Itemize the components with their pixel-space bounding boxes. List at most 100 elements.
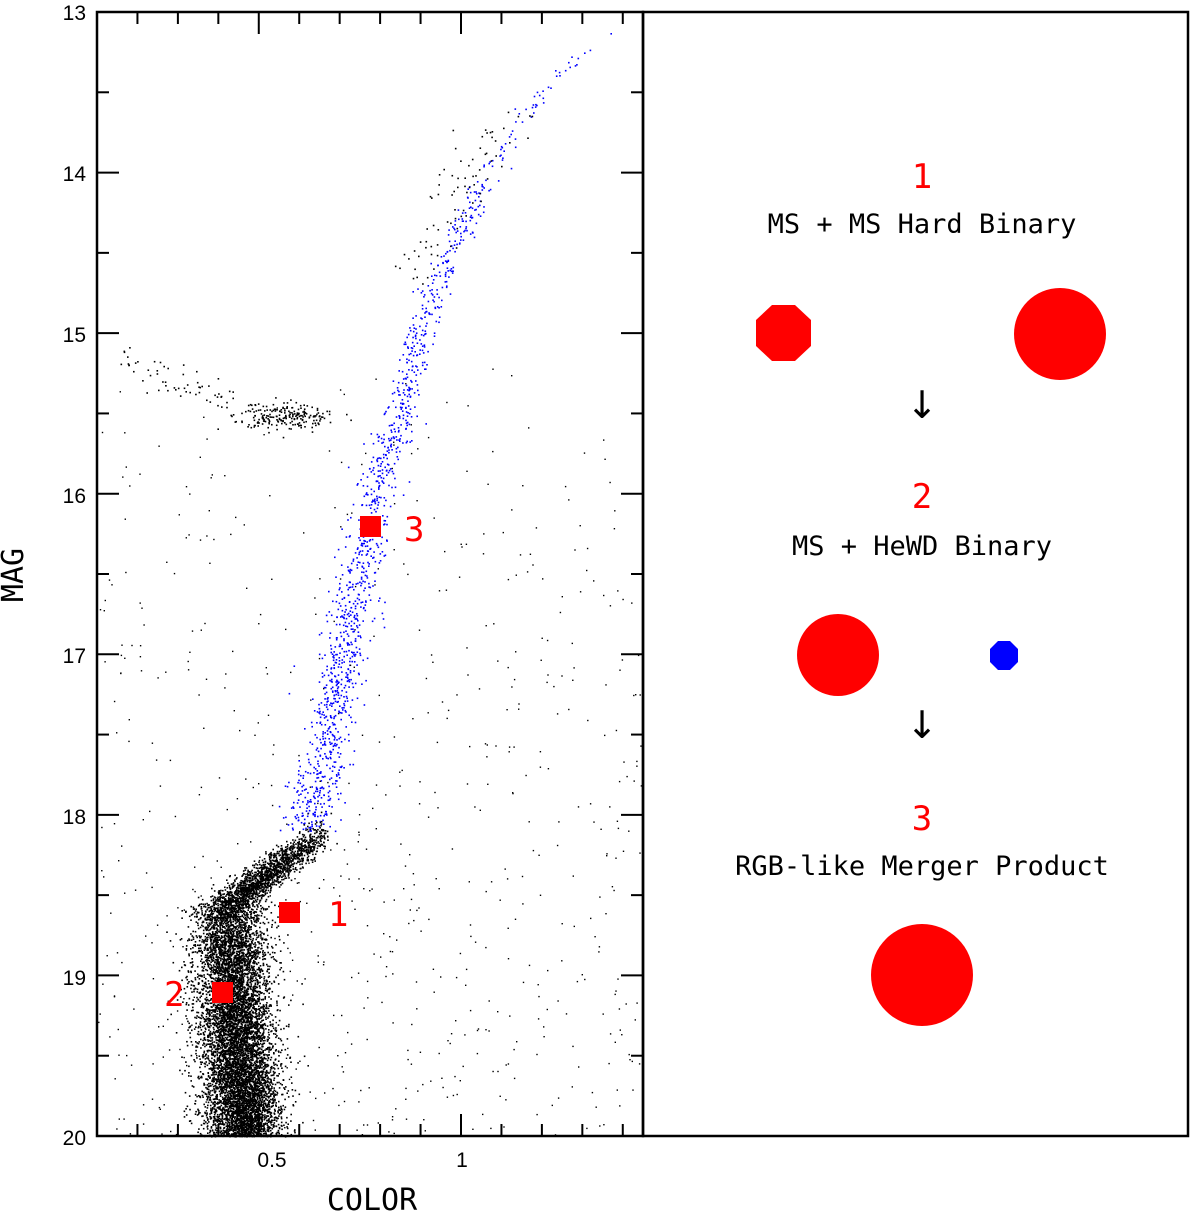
star-point: [206, 1128, 209, 1130]
star-point: [425, 325, 427, 327]
star-point: [377, 501, 380, 504]
star-point: [347, 466, 350, 469]
star-point: [203, 1042, 205, 1044]
star-point: [358, 594, 360, 596]
star-point: [406, 440, 408, 443]
star-point: [259, 1117, 261, 1119]
star-point: [383, 456, 385, 459]
star-point: [419, 353, 421, 355]
star-point: [250, 1066, 253, 1069]
star-point: [229, 920, 231, 923]
star-point: [267, 1121, 270, 1123]
star-point: [215, 1016, 218, 1018]
star-point: [213, 953, 216, 955]
star-point: [221, 958, 224, 960]
star-point: [214, 941, 216, 943]
star-point: [378, 482, 380, 484]
star-point: [222, 1030, 224, 1032]
star-point: [363, 495, 366, 498]
star-point: [261, 944, 263, 947]
star-point: [237, 1029, 239, 1032]
star-point: [320, 797, 323, 799]
star-point: [460, 235, 462, 238]
star-point: [213, 890, 216, 892]
star-point: [331, 690, 334, 692]
star-point: [288, 853, 290, 856]
star-point: [241, 1047, 244, 1050]
star-point: [381, 461, 384, 463]
star-point: [249, 895, 251, 898]
star-point: [336, 653, 338, 656]
star-point: [446, 285, 448, 287]
star-point: [255, 938, 257, 941]
star-point: [350, 628, 353, 630]
star-point: [555, 70, 557, 72]
star-point: [239, 1095, 241, 1098]
star-point: [424, 333, 426, 336]
star-point: [275, 856, 278, 859]
star-point: [269, 1108, 271, 1110]
star-point: [421, 364, 424, 367]
star-point: [268, 992, 270, 994]
star-point: [201, 962, 204, 965]
star-point: [201, 951, 203, 953]
star-point: [238, 997, 240, 999]
star-point: [259, 1113, 261, 1115]
star-point: [291, 823, 294, 825]
star-point: [249, 996, 251, 999]
star-point: [343, 707, 345, 709]
star-point: [232, 912, 234, 914]
star-point: [410, 416, 413, 418]
star-point: [311, 821, 313, 823]
star-point: [352, 602, 355, 605]
star-point: [576, 64, 578, 66]
star-point: [476, 181, 479, 183]
star-point: [329, 743, 332, 745]
star-point: [242, 981, 245, 984]
star-point: [309, 772, 312, 775]
star-point: [335, 653, 337, 656]
star-point: [221, 1096, 224, 1099]
star-point: [356, 697, 359, 700]
star-point: [569, 66, 571, 69]
star-point: [247, 926, 249, 929]
star-point: [466, 196, 469, 199]
star-point: [474, 209, 476, 211]
star-point: [198, 903, 201, 906]
star-point: [266, 945, 269, 948]
star-point: [483, 164, 485, 166]
star-point: [297, 799, 300, 801]
star-point: [254, 911, 257, 913]
star-point: [411, 347, 414, 350]
star-point: [354, 605, 357, 607]
star-point: [341, 712, 343, 714]
star-point: [260, 1063, 263, 1065]
star-point: [267, 1130, 269, 1132]
star-point: [281, 1111, 283, 1113]
star-point: [321, 676, 324, 678]
star-point: [231, 1047, 233, 1049]
star-point: [380, 437, 383, 440]
star-point: [328, 799, 331, 801]
star-point: [298, 770, 300, 772]
star-point: [254, 871, 256, 874]
star-point: [195, 1052, 197, 1055]
star-point: [357, 672, 360, 675]
star-point: [225, 941, 227, 944]
star-point: [535, 103, 537, 106]
star-point: [310, 801, 312, 803]
star-point: [348, 649, 350, 652]
star-point: [378, 435, 380, 438]
star-point: [341, 598, 344, 600]
star-point: [207, 1075, 210, 1077]
star-point: [271, 1025, 274, 1028]
star-point: [478, 192, 480, 194]
star-point: [265, 1066, 268, 1068]
star-point: [427, 300, 430, 303]
star-point: [322, 731, 324, 733]
star-point: [417, 288, 419, 290]
star-point: [252, 1023, 254, 1025]
star-point: [407, 347, 409, 349]
star-point: [257, 1092, 259, 1094]
star-point: [253, 934, 256, 936]
